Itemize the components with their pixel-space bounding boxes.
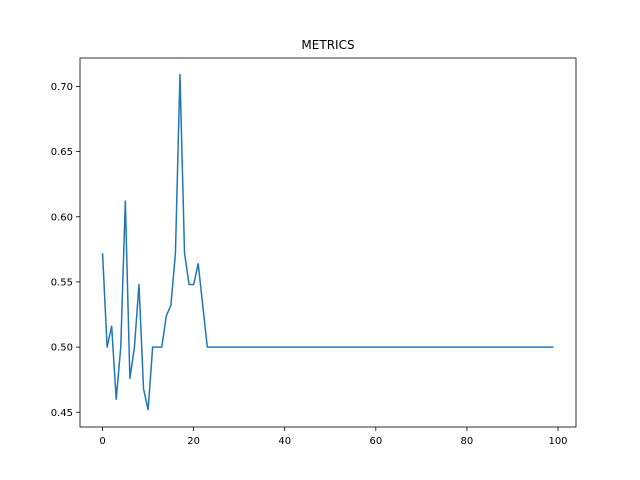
x-tick-label: 60 (369, 436, 382, 447)
y-tick-label: 0.45 (51, 408, 73, 419)
x-tick-label: 100 (548, 436, 567, 447)
x-tick-label: 0 (99, 436, 105, 447)
y-tick-label: 0.70 (51, 82, 73, 93)
x-tick-label: 40 (278, 436, 291, 447)
y-tick-label: 0.55 (51, 277, 73, 288)
axis-ticks: 0 20 40 60 80 100 0.45 0.50 0.55 0.60 0.65 0.70 (51, 82, 568, 447)
x-tick-label: 80 (461, 436, 474, 447)
y-tick-label: 0.65 (51, 147, 73, 158)
series-group (101, 73, 554, 411)
chart-title: METRICS (301, 38, 354, 52)
plot-frame (79, 57, 577, 428)
y-tick-label: 0.60 (51, 212, 73, 223)
series-line (101, 73, 554, 411)
y-tick-label: 0.50 (51, 343, 73, 354)
x-tick-label: 20 (187, 436, 200, 447)
